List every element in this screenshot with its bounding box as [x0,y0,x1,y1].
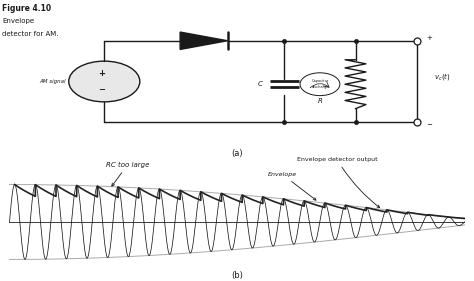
Text: RC too large: RC too large [106,162,149,186]
Text: C: C [258,81,263,87]
Text: Envelope: Envelope [268,172,316,200]
Text: detector for AM.: detector for AM. [2,31,59,37]
Text: discharge: discharge [311,85,328,89]
Circle shape [69,61,140,102]
Polygon shape [180,32,228,49]
Text: −: − [99,85,105,94]
Text: Capacitor: Capacitor [311,80,328,83]
Text: Figure 4.10: Figure 4.10 [2,4,52,13]
Text: +: + [427,35,432,41]
Text: $v_c(t)$: $v_c(t)$ [434,71,450,81]
Text: R: R [318,98,322,104]
Text: (b): (b) [231,271,243,280]
Text: Envelope: Envelope [2,18,35,24]
Text: (a): (a) [231,149,243,158]
Text: Envelope detector output: Envelope detector output [297,157,380,208]
Text: AM signal: AM signal [39,79,65,84]
Text: +: + [99,69,105,78]
Text: −: − [427,122,432,128]
